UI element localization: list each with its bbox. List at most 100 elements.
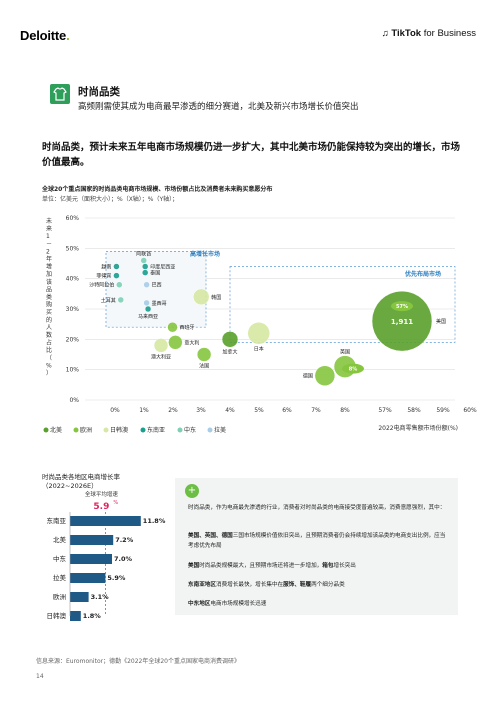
legend-dot	[177, 427, 183, 433]
avg-value: 5.9	[93, 502, 109, 512]
high-growth-region	[105, 251, 207, 328]
x-tick-label: 6%	[282, 407, 292, 414]
bar-value: 11.8%	[143, 517, 166, 525]
legend-label: 日韩澳	[110, 426, 128, 434]
share-text: 8%	[349, 367, 358, 373]
avg-label: 全球平均增速	[85, 490, 119, 498]
bubble-加拿大	[221, 331, 239, 348]
avg-unit: %	[113, 500, 118, 506]
y-tick-label: 10%	[66, 367, 80, 374]
legend-dot	[73, 427, 79, 433]
bubble-德国	[314, 365, 336, 386]
section-subtitle: 高频刚需使其成为电商最早渗透的细分赛道，北美及新兴市场增长价值突出	[78, 102, 359, 112]
bar	[70, 592, 89, 602]
bar-value: 7.0%	[114, 555, 133, 563]
bar-label: 北美	[53, 535, 67, 544]
legend-dot	[103, 427, 109, 433]
legend-dot	[207, 427, 213, 433]
x-tick-label: 58%	[407, 407, 421, 414]
bar-chart-title: 时尚品类各地区电商增长率 （2022~2026E）	[42, 473, 120, 491]
x-tick-label: 60%	[463, 407, 477, 414]
bubble-阿联酋	[140, 257, 147, 264]
point-label: 韩国	[211, 294, 221, 301]
point-label: 阿联酋	[136, 250, 151, 257]
bubble-chart: 0% 10% 20% 30% 40% 50% 60% 0% 1% 2% 3% 4% 5% 6% 7% 8% 57…	[43, 215, 477, 434]
bar-title-line: （2022~2026E）	[42, 482, 98, 490]
bar	[70, 573, 106, 583]
tiktok-note-icon: ♫	[381, 28, 389, 39]
x-tick-label: 59%	[436, 407, 450, 414]
x-tick-label: 7%	[311, 407, 321, 414]
section-title: 时尚品类	[78, 86, 120, 98]
bubble-沙特阿拉伯	[116, 281, 123, 288]
bar-label: 欧洲	[53, 592, 66, 601]
x-axis-label: 2022电商零售额市场份额(%)	[378, 424, 458, 432]
chart-title: 全球20个重点国家的时尚品类电商市场规模、市场份额占比及消费者未来购买意愿分布	[42, 186, 273, 193]
deloitte-logo: Deloitte.	[20, 28, 70, 43]
x-tick-label: 3%	[196, 407, 206, 414]
bubble-越南	[113, 263, 120, 270]
growth-bar-chart: 全球平均增速 5.9 % 东南亚 11.8% 北美 7.2% 中东 7.0% 拉美 5.9% 欧洲 3.…	[47, 490, 166, 621]
chart-unit: 单位：亿美元（面积大小）；%（X轴）；%（Y轴）；	[42, 196, 179, 203]
point-label: 澳大利亚	[151, 353, 171, 360]
bubble-西班牙	[167, 321, 178, 333]
x-tick-label: 2%	[168, 407, 178, 414]
legend-label: 拉美	[214, 426, 226, 434]
bar-title-line: 时尚品类各地区电商增长率	[42, 473, 120, 481]
bubble-马来西亚	[144, 305, 152, 313]
share-badge	[391, 301, 413, 312]
panel-point-3: 东南亚地区消费增长最快，增长集中在服饰、鞋履两个细分品类	[188, 582, 345, 588]
point-label: 印度尼西亚	[150, 264, 175, 271]
bubble-土耳其	[117, 296, 124, 304]
bubble-意大利	[168, 335, 183, 350]
share-text: 57%	[396, 304, 408, 310]
page-number: 14	[36, 673, 44, 680]
point-label: 泰国	[150, 270, 160, 277]
share-badge	[342, 363, 364, 374]
panel-point-4: 中东地区电商市场规模增长迅速	[188, 601, 267, 607]
bar	[70, 554, 112, 564]
legend-dot	[43, 427, 49, 433]
legend-label: 欧洲	[80, 426, 92, 434]
x-tick-label: 4%	[225, 407, 235, 414]
panel-point-2: 美国时尚品类规模最大，且预期市场还将进一步增加，箱包增长突出	[188, 563, 356, 569]
shirt-icon	[50, 84, 70, 104]
x-tick-label: 1%	[139, 407, 149, 414]
y-tick-label: 0%	[69, 397, 79, 404]
bar-value: 1.8%	[83, 612, 102, 620]
priority-label: 优先布局市场	[405, 270, 441, 278]
legend-label: 北美	[50, 426, 62, 434]
panel-point-1: 美国、英国、德国三国市场规模价值依旧突出，且预期消费者仍会持续增加该品类的电商支…	[188, 533, 446, 549]
y-axis-label: 未来 1 － 2 年增加该品类购买的人数占比（%）	[46, 217, 52, 377]
high-growth-label: 高增长市场	[190, 250, 220, 258]
bubble-韩国	[193, 288, 210, 306]
bubble-澳大利亚	[153, 338, 169, 353]
bubble-泰国	[141, 269, 149, 276]
point-label: 巴西	[152, 283, 162, 289]
bar	[70, 611, 81, 621]
point-label: 英国	[340, 349, 350, 356]
point-label: 西班牙	[180, 324, 195, 331]
plus-icon: +	[185, 484, 199, 498]
bubble-value: 1,911	[391, 318, 413, 326]
point-label: 菲律宾	[96, 273, 111, 280]
point-label: 马来西亚	[138, 313, 158, 320]
headline: 时尚品类，预计未来五年电商市场规模仍进一步扩大，其中北美市场仍能保持较为突出的增…	[42, 142, 461, 168]
source-note: 信息来源：Euromonitor；德勤《2022年全球20个重点国家电商消费调研…	[36, 658, 240, 665]
bar-label: 日韩澳	[47, 611, 67, 620]
bar-label: 拉美	[53, 573, 67, 582]
bar-label: 中东	[53, 554, 67, 563]
point-label: 美国	[436, 318, 446, 325]
y-tick-label: 60%	[66, 215, 80, 222]
x-tick-label: 0%	[110, 407, 120, 414]
point-label: 加拿大	[222, 348, 237, 355]
panel-intro: 时尚品类，作为电商最先渗透的行业，消费者对时尚品类的电商接受度普遍较高，消费意愿…	[188, 505, 446, 511]
priority-region	[229, 266, 456, 343]
bar-label: 东南亚	[47, 516, 67, 525]
tiktok-for-business-logo: ♫ TikTok for Business	[381, 28, 476, 39]
point-label: 德国	[303, 373, 313, 380]
legend-dot	[140, 427, 146, 433]
bar	[70, 535, 114, 545]
point-label: 法国	[199, 363, 209, 370]
point-label: 墨西哥	[152, 301, 167, 307]
